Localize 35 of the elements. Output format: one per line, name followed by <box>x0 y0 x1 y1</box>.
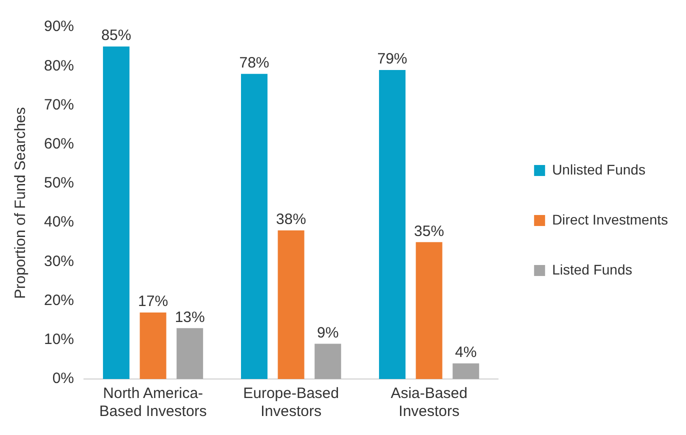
y-axis-title: Proportion of Fund Searches <box>12 107 30 299</box>
bar <box>176 328 204 379</box>
bar <box>278 230 304 379</box>
y-tick-label: 0% <box>52 370 74 388</box>
x-tick-label: Europe-Based Investors <box>243 385 339 420</box>
data-label: 17% <box>138 293 168 310</box>
data-label: 9% <box>317 324 339 342</box>
y-tick-label: 90% <box>44 18 74 36</box>
y-tick-label: 70% <box>44 96 74 114</box>
x-tick-label: Asia-Based Investors <box>390 385 468 420</box>
data-label: 35% <box>414 222 444 240</box>
data-label: 79% <box>377 50 408 68</box>
data-label: 78% <box>239 54 270 72</box>
bar <box>379 70 406 379</box>
data-label: 85% <box>101 27 132 44</box>
bar <box>452 363 480 379</box>
y-tick-label: 60% <box>44 135 74 152</box>
x-tick-label: North America-Based Investors <box>99 385 207 420</box>
y-tick-label: 80% <box>44 57 74 74</box>
data-label: 4% <box>455 344 477 361</box>
bar <box>314 344 342 379</box>
bar <box>240 74 268 379</box>
legend-label: Listed Funds <box>552 261 632 278</box>
legend-label: Unlisted Funds <box>552 161 646 178</box>
y-tick-label: 50% <box>44 174 74 192</box>
bar <box>140 312 166 379</box>
bar <box>102 46 130 379</box>
bar <box>416 242 442 379</box>
data-label: 38% <box>276 211 306 228</box>
y-tick-label: 40% <box>44 214 74 231</box>
data-label: 13% <box>174 308 205 326</box>
y-tick-label: 20% <box>44 292 74 309</box>
y-tick-label: 10% <box>44 331 74 348</box>
y-tick-label: 30% <box>44 252 74 270</box>
legend-label: Direct Investments <box>552 211 668 228</box>
